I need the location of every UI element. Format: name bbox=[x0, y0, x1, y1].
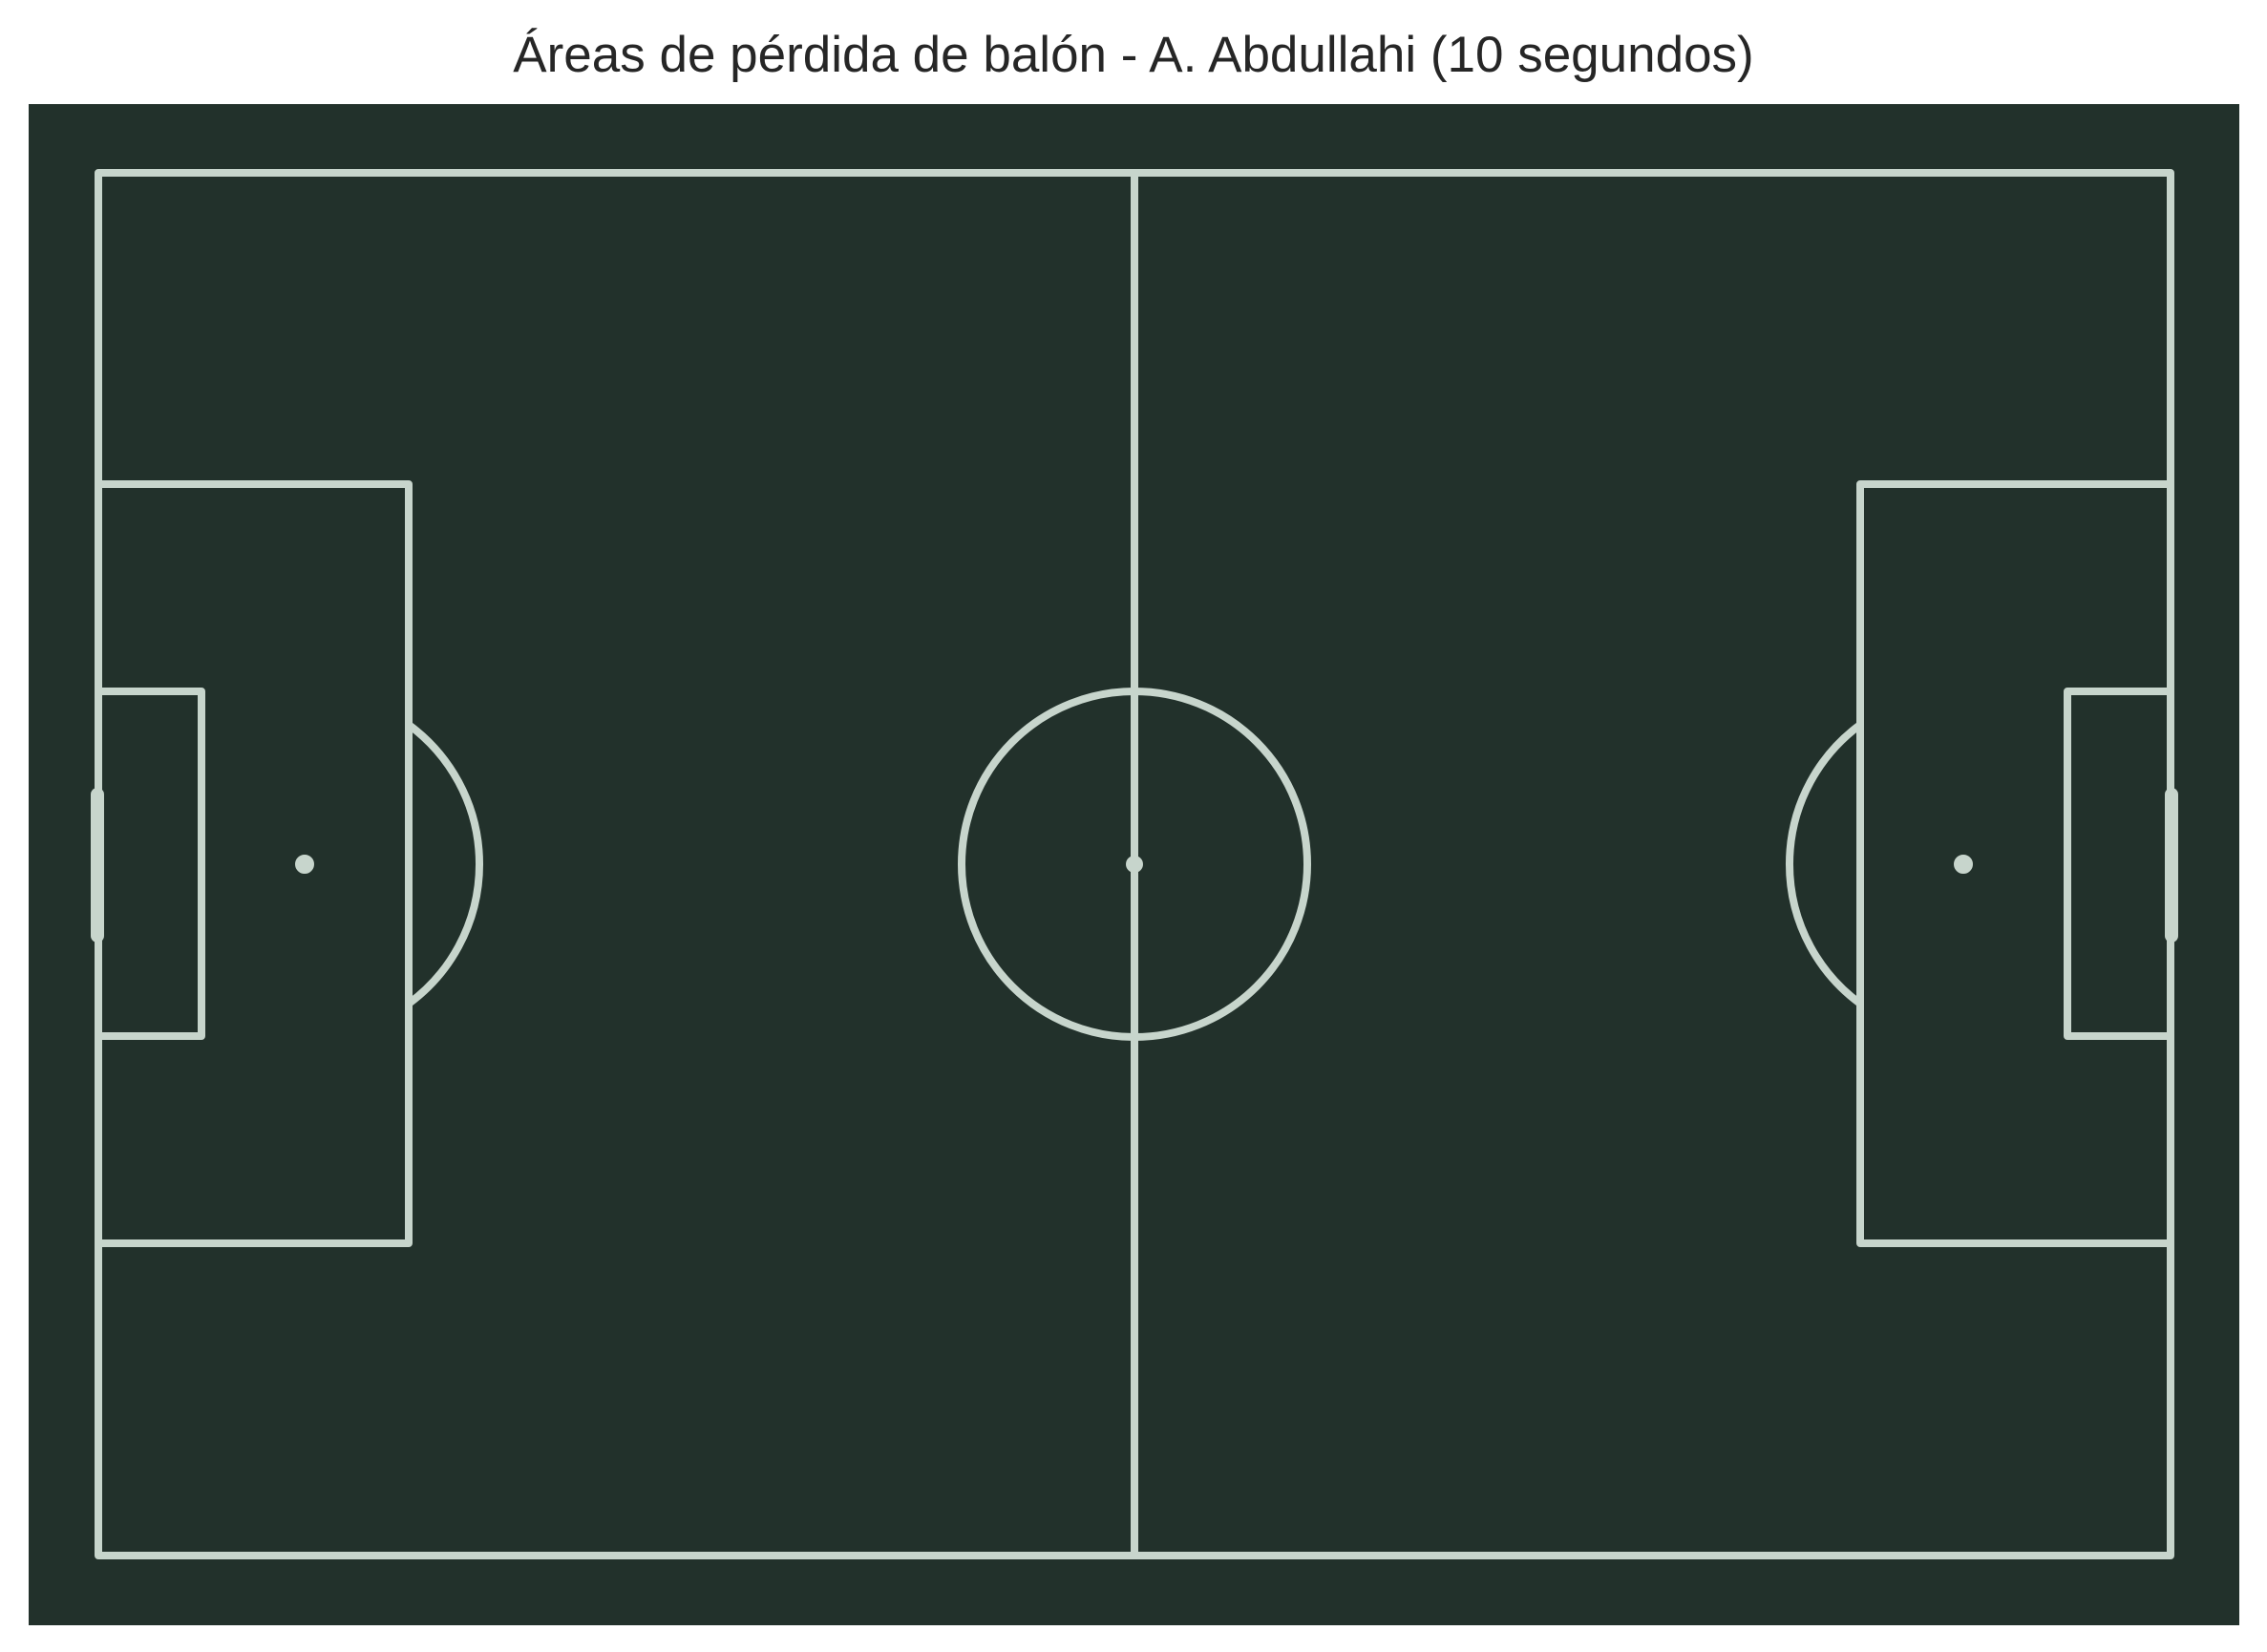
left-penalty-spot bbox=[295, 855, 314, 874]
pitch-lines bbox=[91, 169, 2178, 1559]
center-spot bbox=[1126, 856, 1143, 873]
chart-title: Áreas de pérdida de balón - A. Abdullahi… bbox=[513, 27, 1754, 83]
center-circle bbox=[958, 688, 1311, 1041]
left-penalty-arc bbox=[405, 721, 483, 1007]
right-penalty-arc bbox=[1786, 721, 1864, 1007]
right-penalty-spot bbox=[1954, 855, 1973, 874]
